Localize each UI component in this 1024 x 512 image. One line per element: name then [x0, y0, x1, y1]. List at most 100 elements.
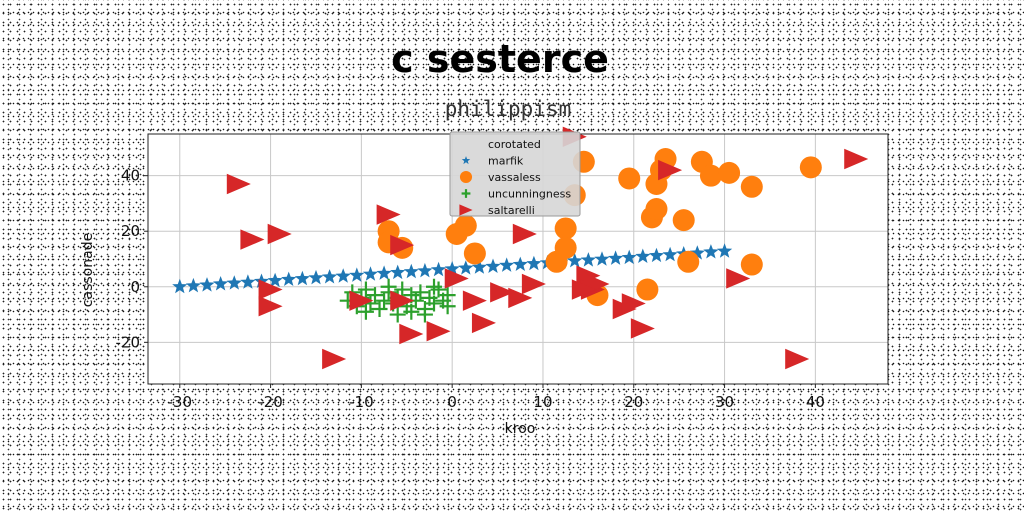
y-tick-labels: -20 0 20 40 — [116, 167, 148, 351]
legend: corotated marfik vassaless uncunningness sal… — [449, 131, 581, 217]
saltarelli-point — [258, 296, 283, 317]
saltarelli-point — [571, 279, 596, 300]
vassaless-point — [718, 161, 741, 184]
vassaless-point — [740, 253, 763, 276]
legend-marker-saltarelli — [459, 204, 473, 216]
saltarelli-point — [508, 287, 533, 309]
uncunningness-point — [366, 287, 383, 304]
y-tick-label: 20 — [121, 222, 140, 240]
y-axis-label: cassonade — [80, 233, 96, 307]
marfik-point — [512, 256, 528, 271]
marfik-point — [362, 266, 379, 281]
saltarelli-point — [226, 173, 251, 195]
marfik-point — [717, 243, 733, 258]
saltarelli-point — [462, 290, 487, 311]
uncunningness-point — [389, 306, 406, 323]
marfik-point — [403, 263, 419, 279]
uncunningness-point — [376, 292, 393, 309]
marfik-point — [662, 246, 678, 262]
marfik-point — [471, 259, 487, 274]
saltarelli-point — [399, 323, 424, 345]
x-tick-label: 0 — [447, 393, 457, 411]
y-tick-label: 0 — [130, 278, 140, 296]
saltarelli-point — [785, 348, 810, 370]
saltarelli-point — [726, 268, 751, 289]
marfik-point — [567, 252, 583, 268]
legend-label: corotated — [488, 138, 541, 151]
marfik-point — [267, 272, 283, 288]
legend-label: uncunningness — [488, 188, 571, 201]
x-axis-label: kroo — [505, 421, 536, 437]
uncunningness-point — [357, 281, 374, 298]
saltarelli-point — [621, 293, 646, 314]
marfik-point — [580, 252, 596, 267]
marfik-point — [185, 277, 201, 293]
vassaless-point — [799, 156, 822, 179]
saltarelli-point — [390, 290, 415, 311]
legend-label: vassaless — [488, 171, 541, 184]
marfik-point — [335, 268, 351, 283]
vassaless-point — [554, 217, 577, 240]
vassaless-point — [636, 278, 659, 301]
saltarelli-point — [490, 282, 515, 303]
legend-label: marfik — [488, 155, 524, 168]
saltarelli-point — [630, 318, 655, 339]
legend-label: saltarelli — [488, 204, 535, 217]
marfik-point — [430, 261, 447, 277]
marfik-point — [417, 262, 433, 278]
saltarelli-point — [471, 312, 496, 334]
saltarelli-point — [444, 268, 469, 289]
vassaless-point — [740, 175, 763, 198]
marfik-point — [444, 261, 460, 276]
marfik-point — [281, 271, 297, 286]
saltarelli-point — [258, 279, 283, 300]
x-tick-label: 20 — [624, 393, 643, 411]
marfik-point — [499, 257, 515, 272]
marfik-point — [199, 277, 215, 292]
uncunningness-point — [371, 301, 388, 317]
saltarelli-point — [521, 273, 546, 295]
legend-box — [449, 131, 581, 217]
x-tick-label: -20 — [258, 393, 283, 411]
y-tick-label: 40 — [121, 167, 140, 185]
marfik-point — [526, 255, 542, 271]
saltarelli-point — [844, 148, 869, 170]
marfik-point — [294, 270, 310, 286]
marfik-point — [594, 251, 610, 266]
x-tick-label: 30 — [715, 393, 734, 411]
vassaless-point — [454, 214, 477, 237]
marfik-point — [172, 278, 188, 294]
legend-marker-vassaless — [459, 170, 473, 184]
saltarelli-point — [426, 321, 451, 342]
vassaless-point — [618, 167, 641, 190]
chart-title: philippism — [445, 97, 571, 121]
saltarelli-point — [512, 223, 537, 245]
marfik-point — [322, 269, 338, 284]
marfik-point — [308, 269, 324, 285]
saltarelli-point — [390, 234, 415, 256]
uncunningness-point — [394, 281, 411, 298]
marfik-point — [226, 275, 242, 290]
uncunningness-point — [380, 278, 397, 295]
marfik-point — [621, 249, 637, 265]
series-saltarelli — [226, 126, 869, 370]
vassaless-point — [645, 198, 668, 220]
uncunningness-point — [357, 303, 374, 320]
marfik-point — [458, 260, 474, 275]
saltarelli-point — [349, 290, 374, 311]
uncunningness-point — [412, 284, 429, 301]
vassaless-point — [545, 250, 568, 273]
saltarelli-point — [267, 223, 292, 245]
vassaless-point — [463, 242, 486, 265]
vassaless-point — [672, 209, 695, 232]
marfik-point — [349, 267, 365, 282]
x-tick-labels: -30 -20 -10 0 10 20 30 40 — [168, 384, 825, 411]
vassaless-point — [677, 250, 700, 273]
marfik-point — [485, 258, 501, 273]
marfik-point — [689, 245, 705, 260]
saltarelli-point — [376, 204, 401, 225]
x-tick-label: -30 — [168, 393, 193, 411]
marfik-point — [376, 265, 392, 280]
marfik-point — [703, 244, 719, 259]
uncunningness-point — [416, 306, 433, 323]
